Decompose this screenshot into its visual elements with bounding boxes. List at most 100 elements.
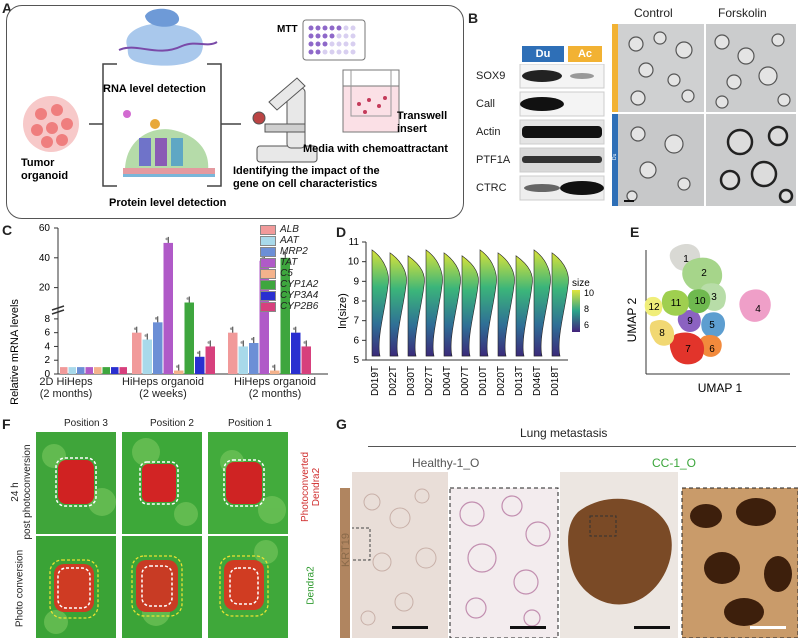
c-legend-label: MRP2 (280, 246, 308, 257)
d-category-label: D020T (496, 366, 507, 396)
c-bar-cyp3a4 (291, 332, 301, 374)
panel-label-c: C (2, 222, 13, 238)
cluster-label-2: 2 (701, 268, 707, 279)
cluster-10 (687, 289, 711, 314)
c-tick-label: 4 (44, 341, 50, 352)
c-point (207, 341, 211, 344)
workflow-diagram: MTT RNA level detection Tumor organoid P… (21, 8, 448, 209)
c-point (186, 297, 190, 300)
blot-label-ptf1a: PTF1A (476, 154, 511, 166)
d-colorbar (572, 290, 580, 332)
mtt-plate-illustration (302, 19, 366, 61)
d-colorbar-tick: 8 (584, 304, 589, 314)
panel-label-g: G (336, 416, 347, 432)
g-image-healthy-high (449, 487, 559, 638)
impact-label-2: gene on cell characteristics (233, 178, 377, 190)
d-violin (497, 252, 515, 357)
media-label: Media with chemoattractant (303, 143, 448, 155)
c-legend-item: CYP3A4 (260, 290, 330, 301)
c-bar-mrp2 (77, 367, 85, 374)
c-point (154, 317, 158, 320)
d-category-label: D022T (388, 366, 399, 396)
c-bar-c5 (94, 367, 102, 374)
c-legend-label: CYP2B6 (280, 301, 319, 312)
c-legend-item: TAT (260, 257, 330, 268)
d-violin (371, 249, 389, 357)
c-bar-mrp2 (153, 322, 163, 374)
c-legend-item: AAT (260, 235, 330, 246)
transwell-label-1: Transwell (397, 110, 447, 122)
c-legend-label: TAT (280, 257, 298, 268)
c-point (175, 365, 179, 368)
e-xlabel: UMAP 1 (698, 381, 743, 395)
f-row1-line1: 24 h (10, 482, 21, 502)
d-category-label: D013T (514, 366, 525, 396)
c-bar-cyp2b6 (205, 346, 215, 374)
c-group-1-line1: 2D HiHeps (39, 376, 93, 388)
blot-label-ctrc: CTRC (476, 182, 507, 194)
control-label: Control (634, 6, 673, 20)
membrane-protein-illustration (123, 110, 215, 177)
f-label-dendra2: Dendra2 (305, 566, 317, 605)
c-legend-item: CYP2B6 (260, 301, 330, 312)
c-group-3: HiHeps organoid (2 months) (220, 376, 330, 400)
d-tick-label: 7 (353, 316, 359, 327)
brightfield-micrographs (618, 24, 796, 206)
c-group-3-line2: (2 months) (248, 388, 302, 400)
c-bar-aat (68, 367, 76, 374)
d-category-label: D007T (460, 366, 471, 396)
cluster-11 (661, 289, 689, 316)
c-bar-cyp1a2 (280, 257, 290, 374)
c-legend-label: ALB (280, 224, 299, 235)
f-position-2: Position 2 (150, 418, 194, 429)
rna-detection-label: RNA level detection (103, 83, 206, 95)
cluster-label-8: 8 (659, 328, 665, 339)
c-tick-label: 60 (39, 223, 51, 234)
g-krt19-label: KRT19 (340, 532, 352, 568)
impact-label-1: Identifying the impact of the (233, 165, 380, 177)
c-point (165, 237, 169, 241)
c-tick-label: 6 (44, 328, 50, 339)
c-legend-swatch (260, 301, 276, 312)
c-tick-label: 2 (44, 355, 50, 366)
f-row1-label: 24 h post photoconversion (0, 440, 36, 540)
ihc-images (352, 472, 798, 638)
cluster-label-7: 7 (685, 344, 691, 355)
d-violin (407, 255, 425, 357)
g-title: Lung metastasis (520, 426, 608, 440)
d-violin (461, 255, 479, 357)
forskolin-label: Forskolin (718, 6, 767, 20)
c-axis-break (51, 305, 65, 315)
d-tick-label: 11 (349, 237, 360, 248)
f-row2-label: Photo conversion (0, 545, 36, 635)
c-legend-label: CYP3A4 (280, 290, 319, 301)
blot-label-call: Call (476, 98, 495, 110)
c-group-2-line1: HiHeps organoid (122, 376, 204, 388)
c-tick-label: 40 (39, 253, 51, 264)
c-point (144, 334, 148, 337)
f-right-labels: Photoconverted Dendra2 Dendra2 (300, 432, 322, 638)
c-point (303, 341, 307, 344)
c-legend-swatch (260, 257, 276, 268)
c-ylabel: Relative mRNA levels (9, 299, 21, 405)
c-bar-tat (163, 242, 173, 374)
c-legend-swatch (260, 224, 276, 235)
cluster-12 (644, 296, 663, 317)
western-blot (519, 64, 605, 201)
c-point (240, 341, 244, 344)
c-legend-item: C5 (260, 268, 330, 279)
ac-header: Ac (568, 46, 602, 62)
panel-label-d: D (336, 224, 347, 240)
d-tick-label: 8 (353, 296, 359, 307)
c-point (271, 365, 275, 368)
g-title-rule (368, 446, 796, 447)
cluster-5 (701, 312, 726, 338)
c-tick-label: 8 (44, 314, 50, 325)
c-bar-alb (60, 367, 68, 374)
c-legend-label: CYP1A2 (280, 279, 319, 290)
cluster-label-6: 6 (709, 344, 715, 355)
c-group-3-line1: HiHeps organoid (234, 376, 316, 388)
d-category-label: D010T (478, 366, 489, 396)
c-point (282, 252, 286, 256)
c-legend-swatch (260, 268, 276, 279)
